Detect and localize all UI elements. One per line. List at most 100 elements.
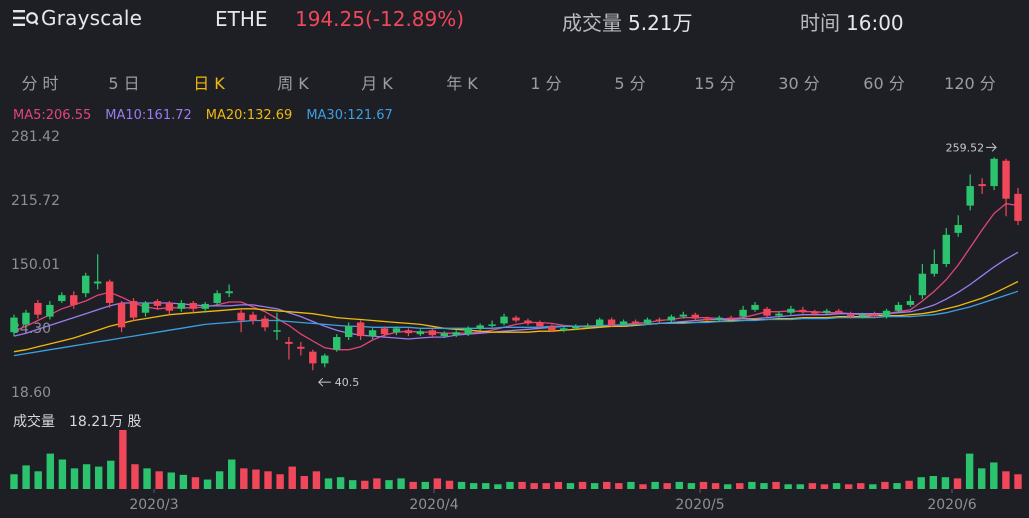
volume-bar	[687, 483, 696, 489]
tab-month-k[interactable]: 月 K	[361, 74, 393, 93]
volume-bar	[760, 483, 768, 489]
volume-bar	[82, 464, 91, 489]
volume-bar	[421, 481, 429, 489]
tab-1-min[interactable]: 1 分	[530, 74, 562, 93]
volume-bar	[264, 471, 272, 489]
candle	[392, 328, 401, 333]
volume-bar	[240, 468, 248, 489]
volume-bar	[34, 471, 42, 489]
candle	[572, 326, 580, 329]
volume-bar	[252, 469, 260, 489]
candle	[380, 328, 389, 335]
candle	[309, 351, 317, 364]
candle	[189, 302, 197, 309]
tab-60-min[interactable]: 60 分	[863, 74, 905, 93]
candle	[165, 302, 174, 311]
tab-fenshi[interactable]: 分 时	[21, 74, 59, 93]
price-change: 194.25(-12.89%)	[295, 7, 465, 31]
tab-120-min[interactable]: 120 分	[944, 74, 996, 93]
volume-bar	[361, 480, 369, 489]
volume-bar	[457, 481, 466, 489]
y-tick-label: 281.42	[11, 129, 60, 145]
volume-bar	[300, 476, 309, 489]
volume-bar	[929, 476, 938, 489]
tab-day-k[interactable]: 日 K	[193, 74, 225, 93]
volume-bar	[554, 481, 563, 489]
candle	[835, 310, 843, 313]
volume-bar	[857, 483, 865, 489]
candle	[117, 302, 126, 328]
volume-bar	[324, 478, 333, 489]
volume-value: 5.21万	[628, 11, 693, 35]
volume-bar	[627, 481, 635, 489]
candle	[261, 318, 269, 328]
candle	[249, 314, 257, 321]
volume-section-label: 成交量 18.21万 股	[13, 411, 142, 431]
volume-bar	[639, 484, 647, 489]
y-tick-label: 215.72	[11, 193, 60, 209]
volume-section-value: 18.21万 股	[69, 414, 142, 430]
candle	[870, 314, 879, 317]
volume-bar	[276, 474, 284, 489]
tab-5-day[interactable]: 5 日	[108, 74, 140, 93]
volume-bar	[385, 480, 393, 489]
tab-year-k[interactable]: 年 K	[446, 74, 478, 93]
candle	[799, 309, 807, 312]
grayscale-logo[interactable]: Grayscale	[13, 6, 142, 30]
volume-bar	[736, 483, 744, 489]
volume-bar	[10, 474, 18, 489]
candle	[918, 273, 927, 296]
volume-bar	[711, 483, 720, 489]
volume-bar	[46, 453, 54, 489]
volume-bar	[94, 466, 103, 489]
volume-bar	[615, 483, 623, 489]
candle	[536, 322, 544, 327]
tab-5-min[interactable]: 5 分	[614, 74, 646, 93]
tab-15-min[interactable]: 15 分	[694, 74, 736, 93]
volume-bar	[155, 471, 163, 489]
volume-bar	[699, 481, 708, 489]
volume-bar	[445, 480, 454, 489]
volume-bar	[215, 471, 224, 489]
volume-bar	[397, 478, 405, 489]
volume-bar	[58, 459, 67, 489]
ma-legend: MA5:206.55 MA10:161.72 MA20:132.69 MA30:…	[13, 108, 393, 123]
candle	[823, 310, 831, 313]
volume-section-title: 成交量	[13, 414, 55, 430]
header-volume: 成交量 5.21万	[562, 7, 693, 36]
volume-bar	[603, 481, 611, 489]
candle	[225, 291, 233, 294]
time-value: 16:00	[846, 11, 904, 35]
volume-label: 成交量	[562, 11, 622, 35]
x-tick-label: 2020/3	[129, 497, 178, 513]
candle	[93, 281, 102, 284]
volume-bar	[469, 483, 478, 489]
volume-bar	[119, 430, 127, 489]
volume-bar	[373, 478, 381, 489]
volume-bar	[881, 481, 889, 489]
candle	[153, 301, 162, 306]
candle	[548, 326, 556, 331]
symbol: ETHE	[215, 7, 268, 31]
candle	[942, 234, 950, 265]
volume-bar	[941, 477, 950, 489]
candle	[775, 313, 783, 316]
volume-bar	[1014, 474, 1022, 489]
tab-30-min[interactable]: 30 分	[778, 74, 820, 93]
volume-bar	[530, 483, 538, 489]
x-tick-label: 2020/6	[927, 497, 976, 513]
volume-bar	[542, 483, 550, 489]
volume-bar	[143, 468, 151, 489]
tab-week-k[interactable]: 周 K	[277, 74, 309, 93]
volume-bar	[953, 478, 962, 489]
volume-bar	[978, 468, 986, 489]
candle	[141, 302, 150, 313]
grayscale-logo-icon	[13, 10, 39, 26]
candle	[428, 330, 437, 336]
period-tabs: 分 时 5 日 日 K 周 K 月 K 年 K 1 分 5 分 15 分 30 …	[0, 62, 1029, 98]
header: Grayscale ETHE 194.25(-12.89%) 成交量 5.21万 …	[0, 0, 1029, 40]
candle	[882, 310, 891, 317]
volume-bar	[179, 474, 188, 489]
candle	[643, 319, 652, 324]
